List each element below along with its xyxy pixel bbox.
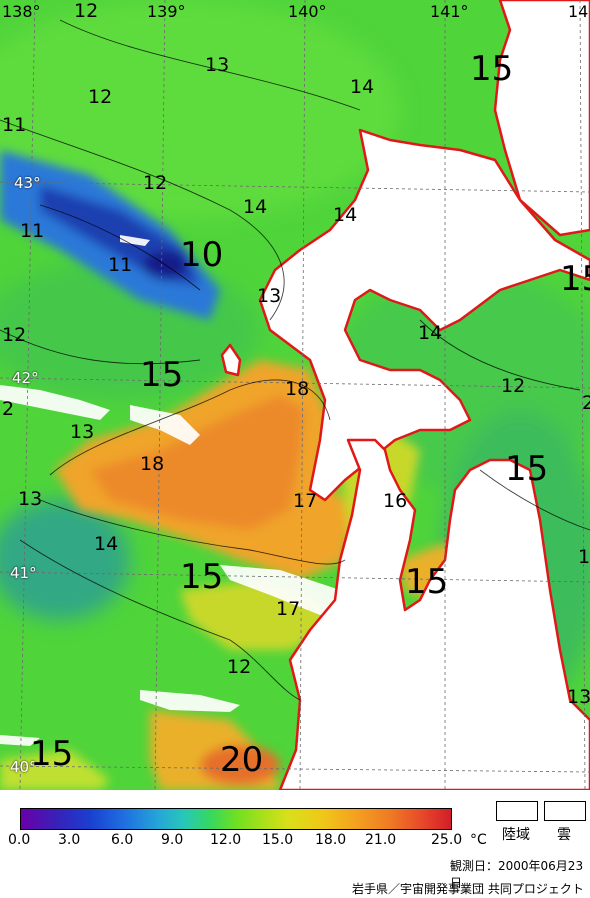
cloud-legend-label: 雲 — [557, 827, 571, 843]
scale-tick: 21.0 — [365, 832, 397, 848]
lat-label: 42° — [12, 369, 39, 387]
contour-label: 11 — [108, 254, 133, 276]
contour-label: 13 — [18, 488, 43, 510]
contour-label: 17 — [293, 490, 318, 512]
contour-label-major: 15 — [470, 49, 514, 89]
contour-label-major: 20 — [220, 740, 264, 780]
land-legend-label: 陸域 — [502, 827, 530, 843]
contour-label: 12 — [227, 656, 252, 678]
scale-tick: 25.0 — [431, 832, 463, 848]
contour-label: 14 — [333, 204, 358, 226]
contour-label-major: 15 — [140, 355, 184, 395]
scale-tick: 3.0 — [58, 832, 81, 848]
contour-label: 13 — [257, 285, 282, 307]
contour-label: 13 — [567, 686, 590, 708]
contour-label: 14 — [243, 196, 268, 218]
lon-label: 12 — [74, 0, 99, 22]
contour-label: 14 — [350, 76, 375, 98]
contour-label: 12 — [2, 324, 27, 346]
lat-label: 41° — [10, 564, 37, 582]
sst-map-graphic — [0, 0, 590, 790]
lon-label: 139° — [147, 2, 186, 21]
scale-tick: 0.0 — [8, 832, 31, 848]
lon-label: 14 — [568, 2, 589, 21]
land-legend-swatch — [496, 801, 538, 821]
contour-label: 14 — [94, 533, 119, 555]
lon-label: 140° — [288, 2, 327, 21]
lon-label: 138° — [2, 2, 41, 21]
contour-label: 2 — [582, 392, 590, 414]
contour-label-major: 15 — [560, 259, 590, 299]
contour-label: 18 — [285, 378, 310, 400]
scale-tick: 6.0 — [111, 832, 134, 848]
scale-tick: 12.0 — [210, 832, 242, 848]
contour-label: 11 — [2, 114, 27, 136]
scale-unit: °C — [470, 832, 487, 848]
lat-label: 43° — [14, 174, 41, 192]
contour-label-major: 15 — [180, 557, 224, 597]
contour-label-major: 10 — [180, 235, 224, 275]
contour-label: 12 — [501, 375, 526, 397]
scale-tick: 18.0 — [315, 832, 347, 848]
contour-label: 18 — [140, 453, 165, 475]
lon-label: 141° — [430, 2, 469, 21]
contour-label-major: 15 — [30, 734, 74, 774]
contour-label: 12 — [88, 86, 113, 108]
contour-label: 13 — [205, 54, 230, 76]
contour-label-major: 15 — [405, 562, 449, 602]
contour-label: 14 — [418, 322, 443, 344]
contour-label: 16 — [383, 490, 408, 512]
contour-label-major: 15 — [505, 449, 549, 489]
contour-label: 17 — [276, 598, 301, 620]
cloud-legend-swatch — [544, 801, 586, 821]
sst-map: 138° 12 139° 140° 141° 14 43° 42° 41° 40… — [0, 0, 590, 790]
contour-label: 2 — [2, 398, 15, 420]
contour-label: 13 — [70, 421, 95, 443]
lat-label: 40° — [10, 758, 37, 776]
observation-date: 観測日：2000年06月23日 — [450, 859, 584, 890]
scale-tick: 15.0 — [262, 832, 294, 848]
scale-tick: 9.0 — [161, 832, 184, 848]
contour-label: 12 — [143, 172, 168, 194]
contour-label: 11 — [20, 220, 45, 242]
color-scale-bar — [20, 808, 452, 830]
credit-text: 岩手県／宇宙開発事業団 共同プロジェクト — [352, 882, 584, 896]
contour-label: 13 — [578, 546, 590, 568]
